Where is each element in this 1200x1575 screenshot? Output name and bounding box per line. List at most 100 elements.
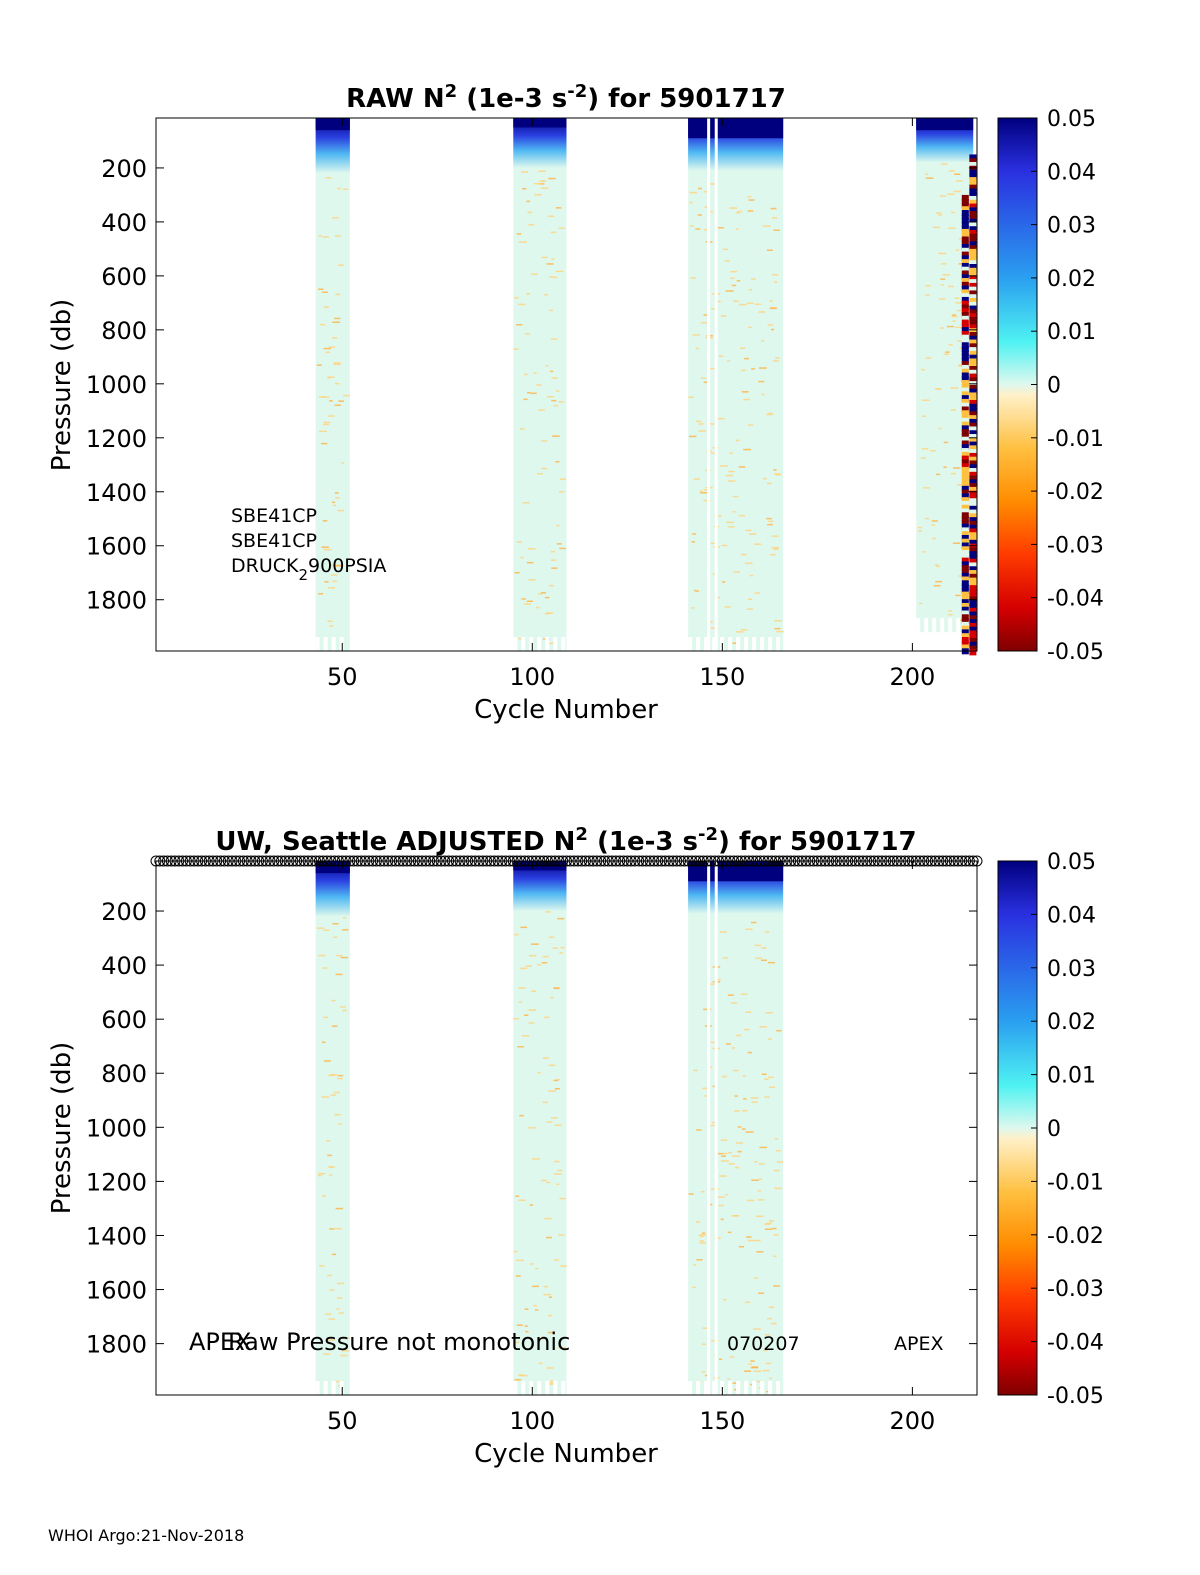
heatmap-speckle: [550, 1380, 554, 1382]
heatmap-speckle: [756, 1380, 764, 1383]
heatmap-speckle: [740, 629, 748, 631]
heatmap-speckle: [337, 509, 344, 512]
heatmap-speckle: [734, 1095, 738, 1097]
heatmap-speckle: [947, 193, 955, 195]
heatmap-speckle: [773, 360, 779, 362]
heatmap-speckle: [332, 923, 339, 925]
heatmap-speckle: [729, 1356, 735, 1358]
heatmap-speckle: [544, 1217, 553, 1220]
heatmap-speckle: [694, 590, 699, 592]
qc-marker: [545, 855, 557, 867]
heatmap-speckle: [938, 427, 942, 430]
heatmap-speckle: [735, 1142, 743, 1144]
heatmap-speckle: [528, 1022, 535, 1024]
heatmap-speckle: [336, 954, 343, 957]
heatmap-speckle: [547, 642, 555, 645]
noisy-cell: [961, 387, 969, 394]
noisy-cell: [961, 436, 969, 443]
noisy-cell: [969, 241, 977, 248]
heatmap-speckle: [337, 187, 341, 190]
noisy-cell: [961, 595, 969, 602]
heatmap-detail: [315, 118, 977, 656]
qc-marker: [675, 855, 687, 867]
heatmap-speckle: [556, 543, 562, 545]
heatmap-speckle: [734, 1110, 740, 1112]
heatmap-speckle: [688, 1193, 694, 1195]
heatmap-speckle: [745, 1131, 754, 1133]
noisy-cell: [961, 602, 969, 609]
heatmap-speckle: [769, 1086, 776, 1089]
heatmap-speckle: [744, 1028, 750, 1031]
heatmap-speckle: [703, 1008, 712, 1011]
noisy-cell: [961, 364, 969, 371]
noisy-cell: [961, 300, 969, 307]
noisy-cell: [961, 606, 969, 613]
heatmap-speckle: [725, 474, 733, 477]
heatmap-speckle: [955, 594, 961, 597]
heatmap-speckle: [538, 593, 543, 595]
y-tick-label: 1400: [86, 1222, 147, 1250]
qc-markers: [150, 855, 983, 867]
heatmap-speckle: [709, 210, 713, 213]
heatmap-gap: [948, 618, 953, 633]
qc-marker: [697, 855, 709, 867]
noisy-cell: [969, 222, 977, 229]
heatmap-speckle: [704, 1095, 709, 1097]
qc-marker: [272, 855, 284, 867]
noisy-cell: [969, 339, 977, 346]
y-tick-label: 1800: [86, 587, 147, 615]
heatmap-speckle: [942, 274, 950, 276]
heatmap-speckle: [335, 1380, 343, 1383]
qc-marker: [196, 855, 208, 867]
heatmap-speckle: [762, 1369, 770, 1372]
heatmap-speckle: [535, 1267, 539, 1270]
heatmap-speckle: [551, 559, 557, 561]
heatmap-speckle: [551, 399, 557, 402]
noisy-cell: [969, 585, 977, 592]
heatmap-speckle: [764, 1078, 769, 1081]
heatmap-speckle: [549, 584, 554, 587]
noisy-cell: [969, 245, 977, 252]
heatmap-speckle: [709, 1203, 713, 1206]
noisy-cell: [961, 636, 969, 643]
noisy-cell: [969, 528, 977, 535]
heatmap-speckle: [727, 994, 734, 996]
noisy-cell: [961, 504, 969, 511]
heatmap-speckle: [767, 1318, 772, 1320]
heatmap-speckle: [728, 470, 735, 473]
noisy-cell: [961, 572, 969, 579]
heatmap-speckle: [718, 355, 724, 357]
heatmap-speckle: [528, 224, 535, 226]
heatmap-speckle: [323, 306, 329, 308]
qc-marker: [222, 855, 234, 867]
heatmap-speckle: [343, 394, 350, 397]
heatmap-speckle: [768, 520, 774, 523]
heatmap-speckle: [717, 978, 721, 981]
heatmap-speckle: [754, 303, 762, 305]
heatmap-speckle: [532, 1158, 540, 1160]
qc-marker: [808, 855, 820, 867]
heatmap-speckle: [710, 542, 718, 545]
noisy-cell: [969, 581, 977, 588]
heatmap-speckle: [765, 1228, 772, 1230]
qc-marker: [291, 855, 303, 867]
heatmap-surface-layer: [315, 861, 350, 874]
noisy-cell: [969, 294, 977, 301]
sensor-label-2: SBE41CP: [231, 530, 317, 552]
heatmap-speckle: [528, 1127, 537, 1129]
heatmap-speckle: [716, 1152, 724, 1155]
heatmap-speckle: [531, 273, 538, 275]
heatmap-speckle: [335, 564, 343, 567]
heatmap-speckle: [531, 990, 537, 992]
qc-marker: [625, 855, 637, 867]
heatmap-speckle: [322, 236, 329, 238]
qc-marker: [678, 855, 690, 867]
heatmap-speckle: [921, 448, 929, 450]
heatmap-speckle: [952, 542, 960, 544]
chart-title: UW, Seattle ADJUSTED N2 (1e-3 s-2) for 5…: [215, 824, 916, 857]
heatmap-speckle: [764, 1334, 770, 1336]
heatmap-speckle: [721, 1075, 727, 1078]
heatmap-speckle: [700, 1190, 705, 1193]
heatmap-speckle: [560, 1265, 567, 1267]
